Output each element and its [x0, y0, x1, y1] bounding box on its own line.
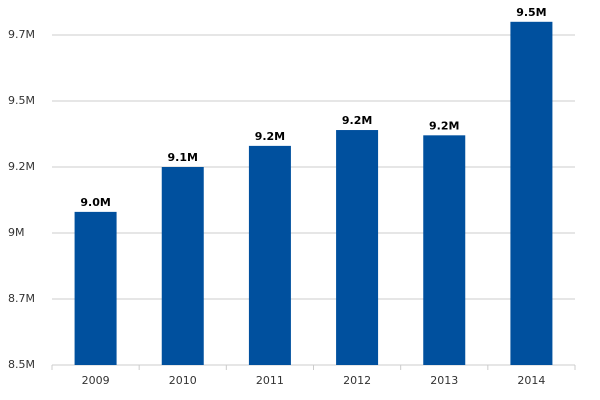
bar [161, 167, 204, 365]
y-tick-label: 9M [8, 226, 25, 239]
x-tick-label: 2013 [430, 374, 458, 387]
y-tick-label: 9.5M [8, 94, 35, 107]
bar [423, 135, 466, 365]
data-label: 9.2M [429, 119, 459, 132]
y-tick-label: 9.2M [8, 160, 35, 173]
x-tick-label: 2009 [82, 374, 110, 387]
x-tick-label: 2010 [169, 374, 197, 387]
data-label: 9.0M [80, 196, 110, 209]
bar [248, 145, 291, 365]
data-label: 9.1M [168, 151, 198, 164]
y-tick-label: 9.7M [8, 28, 35, 41]
data-label: 9.2M [255, 130, 285, 143]
bar [336, 130, 379, 365]
x-tick-label: 2011 [256, 374, 284, 387]
data-label: 9.5M [516, 6, 546, 19]
x-tick-label: 2014 [517, 374, 545, 387]
y-tick-label: 8.7M [8, 292, 35, 305]
bar [74, 211, 117, 365]
y-tick-label: 8.5M [8, 358, 35, 371]
x-tick-label: 2012 [343, 374, 371, 387]
bar [510, 21, 553, 366]
data-label: 9.2M [342, 114, 372, 127]
